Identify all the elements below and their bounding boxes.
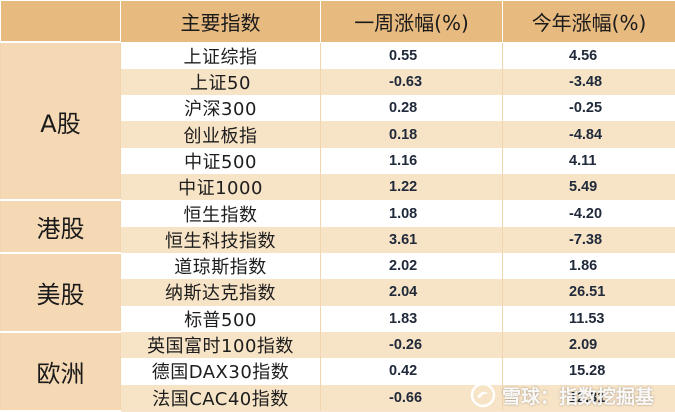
ytd-change-value: -4.20 bbox=[502, 200, 675, 227]
ytd-change-value: 15.28 bbox=[502, 358, 675, 385]
week-change-value: 2.04 bbox=[320, 279, 503, 306]
index-name: 沪深300 bbox=[120, 95, 321, 122]
ytd-change-value: 4.11 bbox=[502, 147, 675, 175]
week-change-value: 3.61 bbox=[320, 226, 503, 253]
index-name: 上证50 bbox=[120, 68, 321, 96]
table-row: 标普500 1.83 11.53 bbox=[1, 305, 675, 332]
ytd-change-value: 5.49 bbox=[502, 174, 675, 201]
index-name: 英国富时100指数 bbox=[120, 331, 321, 359]
week-change-value: 0.28 bbox=[320, 95, 503, 122]
table-row: 法国CAC40指数 -0.66 12.31 bbox=[1, 384, 675, 411]
week-change-value: 0.55 bbox=[320, 42, 503, 69]
index-name: 恒生指数 bbox=[120, 200, 321, 227]
ytd-change-value: -0.25 bbox=[502, 95, 675, 122]
index-name: 中证1000 bbox=[120, 174, 321, 201]
ytd-change-value: 12.31 bbox=[502, 384, 675, 411]
table-row: 纳斯达克指数 2.04 26.51 bbox=[1, 279, 675, 306]
ytd-change-value: 4.56 bbox=[502, 42, 675, 69]
ytd-change-value: -7.38 bbox=[502, 226, 675, 253]
table-row: 德国DAX30指数 0.42 15.28 bbox=[1, 358, 675, 385]
market-group-label: A股 bbox=[0, 40, 121, 202]
week-change-value: 0.18 bbox=[320, 121, 503, 148]
week-change-value: -0.63 bbox=[320, 68, 503, 96]
index-name: 法国CAC40指数 bbox=[120, 384, 321, 411]
table-row: 恒生科技指数 3.61 -7.38 bbox=[1, 226, 675, 253]
header-ytd-change: 今年涨幅(%) bbox=[502, 0, 675, 43]
index-name: 创业板指 bbox=[120, 121, 321, 148]
ytd-change-value: -4.84 bbox=[502, 121, 675, 148]
table-row: 欧洲 英国富时100指数 -0.26 2.09 bbox=[0, 330, 675, 412]
ytd-change-value: 2.09 bbox=[502, 331, 675, 359]
table-row: 创业板指 0.18 -4.84 bbox=[1, 121, 675, 148]
index-name: 标普500 bbox=[120, 305, 321, 332]
index-name: 德国DAX30指数 bbox=[120, 358, 321, 385]
index-name: 纳斯达克指数 bbox=[120, 279, 321, 306]
week-change-value: 1.83 bbox=[320, 305, 503, 332]
week-change-value: 1.16 bbox=[320, 147, 503, 175]
market-group-label: 欧洲 bbox=[0, 330, 121, 412]
header-index: 主要指数 bbox=[120, 0, 321, 43]
ytd-change-value: 11.53 bbox=[502, 305, 675, 332]
ytd-change-value: -3.48 bbox=[502, 68, 675, 96]
header-group bbox=[0, 0, 121, 43]
index-name: 中证500 bbox=[120, 147, 321, 175]
table-row: 港股 恒生指数 1.08 -4.20 bbox=[0, 199, 675, 254]
week-change-value: -0.66 bbox=[320, 384, 503, 411]
index-name: 上证综指 bbox=[120, 42, 321, 69]
market-group-label: 美股 bbox=[0, 252, 121, 333]
week-change-value: 2.02 bbox=[320, 253, 503, 280]
table-row: 中证500 1.16 4.11 bbox=[1, 147, 675, 175]
table-row: A股 上证综指 0.55 4.56 bbox=[0, 40, 675, 202]
table-header-row: 主要指数 一周涨幅(%) 今年涨幅(%) bbox=[0, 0, 675, 43]
table-row: 中证1000 1.22 5.49 bbox=[1, 174, 675, 201]
ytd-change-value: 26.51 bbox=[502, 279, 675, 306]
week-change-value: 1.08 bbox=[320, 200, 503, 227]
ytd-change-value: 1.86 bbox=[502, 253, 675, 280]
table-row: 美股 道琼斯指数 2.02 1.86 bbox=[0, 252, 675, 333]
table-row: 上证50 -0.63 -3.48 bbox=[1, 68, 675, 96]
table-row: 沪深300 0.28 -0.25 bbox=[1, 95, 675, 122]
week-change-value: 1.22 bbox=[320, 174, 503, 201]
index-name: 道琼斯指数 bbox=[120, 253, 321, 280]
market-group-label: 港股 bbox=[0, 199, 121, 254]
week-change-value: -0.26 bbox=[320, 331, 503, 359]
header-week-change: 一周涨幅(%) bbox=[320, 0, 503, 43]
index-name: 恒生科技指数 bbox=[120, 226, 321, 253]
week-change-value: 0.42 bbox=[320, 358, 503, 385]
